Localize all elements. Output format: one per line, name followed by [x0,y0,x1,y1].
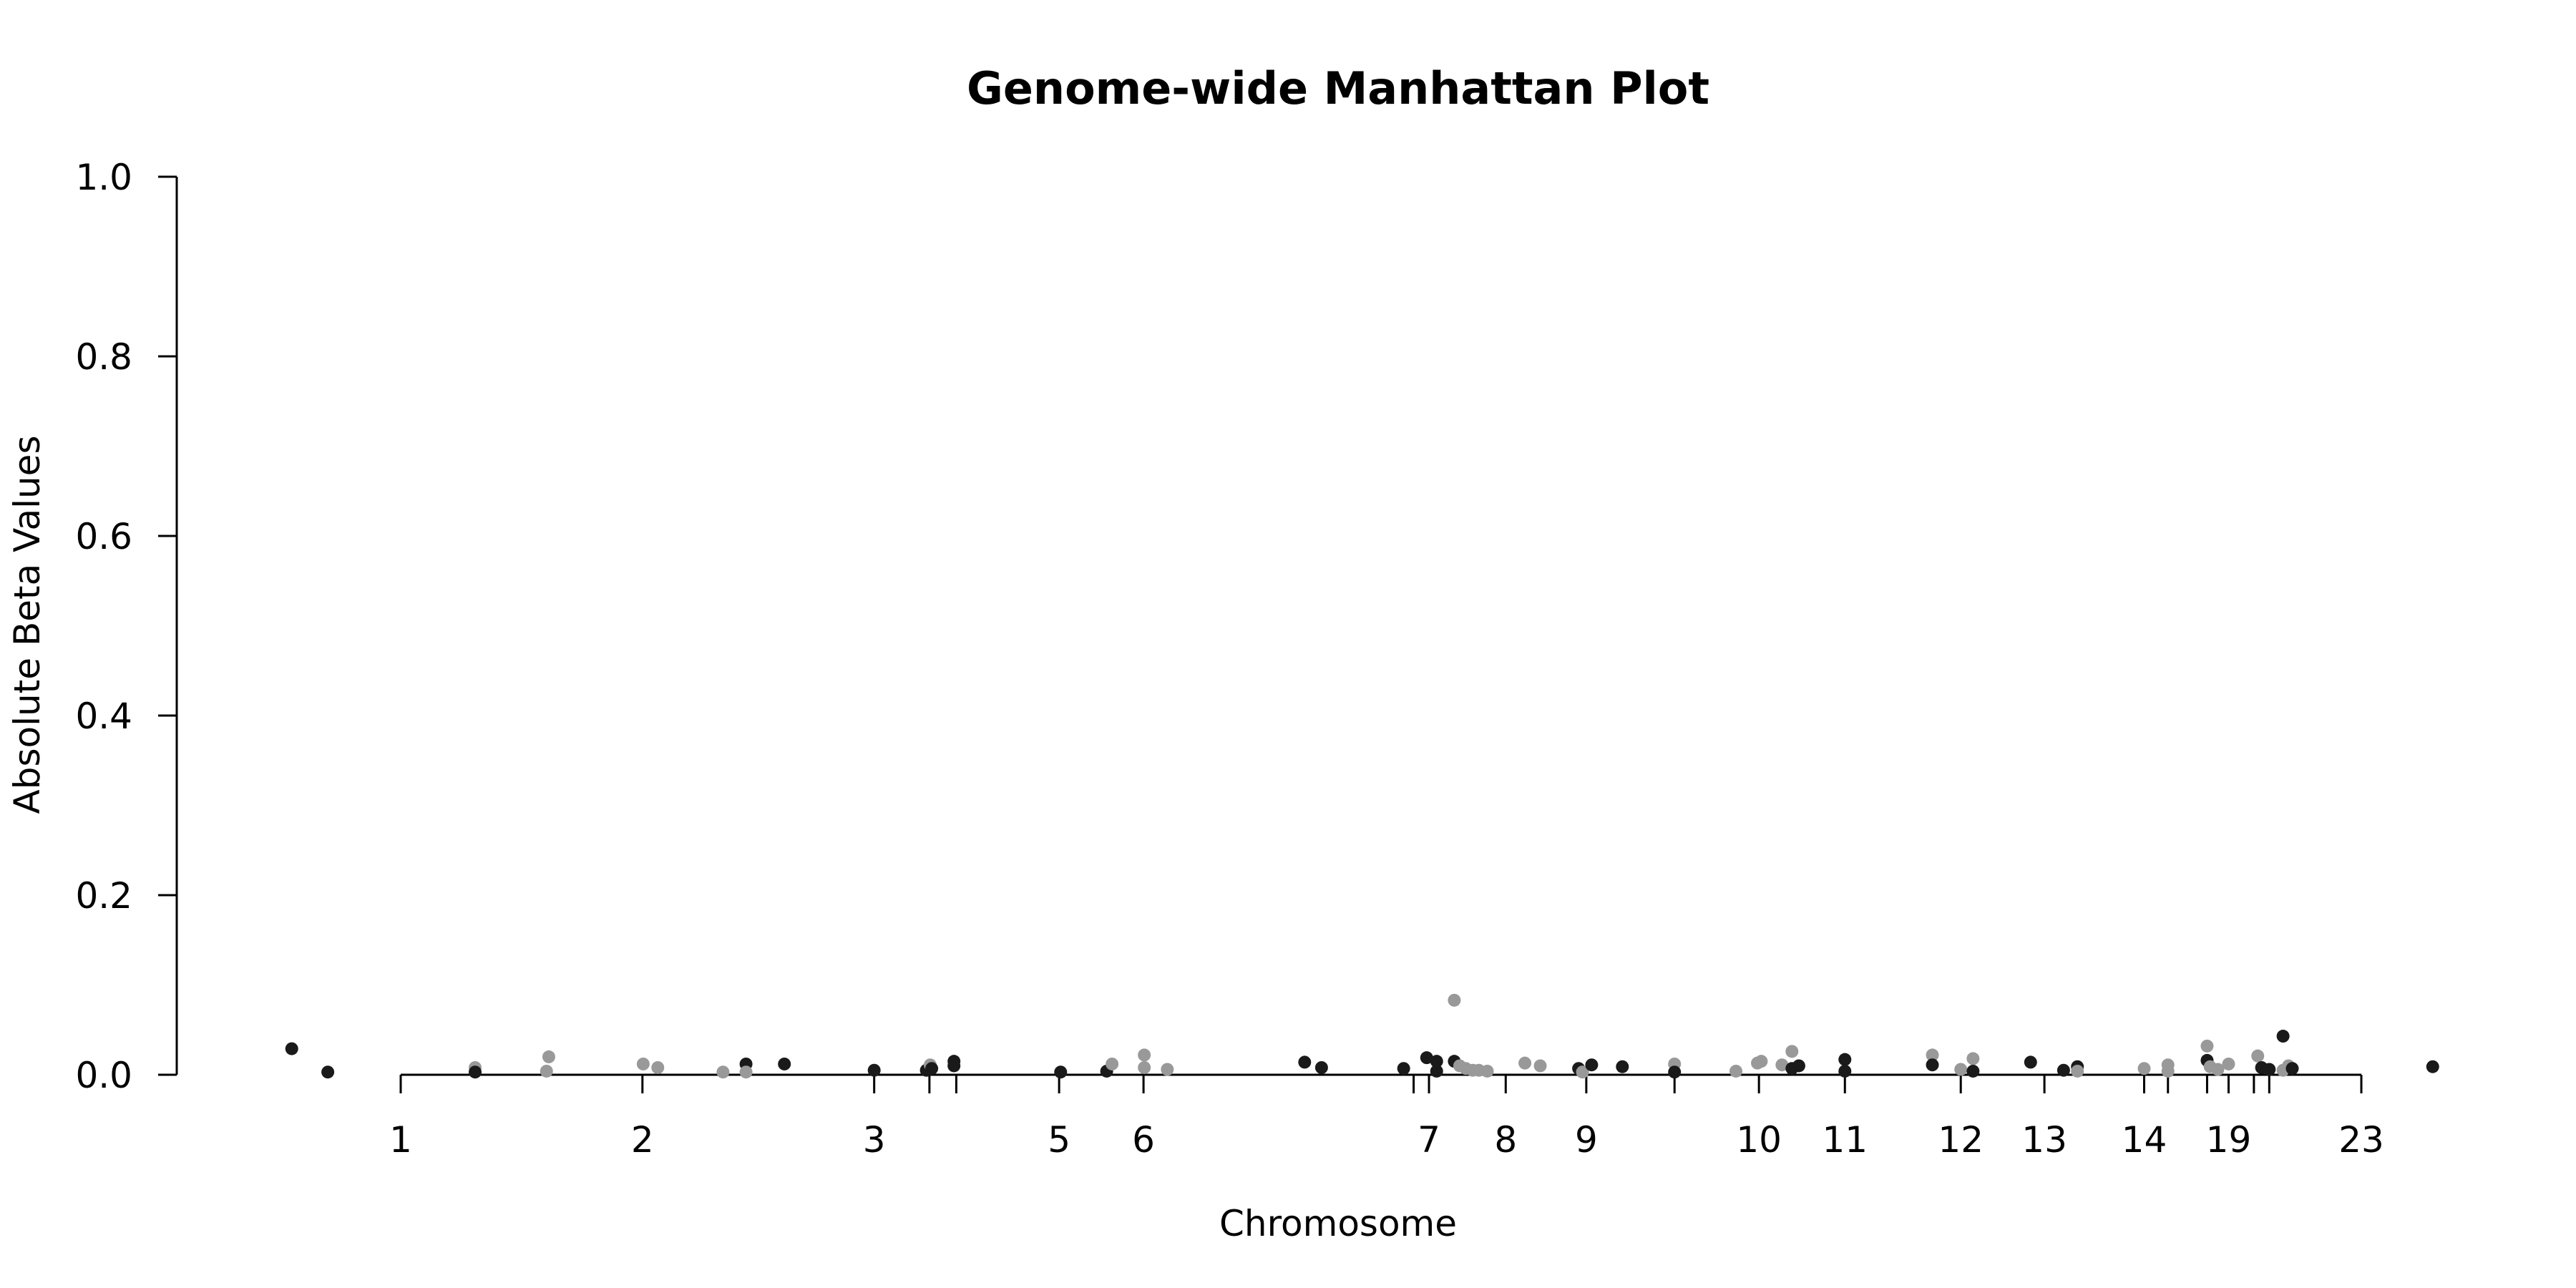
data-point [540,1064,553,1078]
data-point [1138,1060,1151,1074]
x-tick-label: 5 [1048,1119,1070,1161]
data-point [1314,1060,1328,1074]
y-axis: 0.0 0.2 0.4 0.6 0.8 1.0 [75,157,178,1096]
x-tick-label: 23 [2338,1119,2384,1161]
data-point [1518,1056,1532,1070]
data-point [1420,1051,1433,1065]
x-tick-label: 2 [631,1119,654,1161]
data-point [2251,1049,2265,1063]
data-point [285,1042,298,1055]
data-point [1668,1065,1682,1079]
data-point [2211,1063,2225,1076]
data-point [2071,1064,2084,1078]
data-point [1755,1055,1768,1068]
x-tick-label: 7 [1418,1119,1440,1161]
x-axis: 1 2 3 5 6 7 8 9 10 11 12 13 14 19 23 [389,1073,2384,1161]
data-point [2276,1030,2290,1043]
data-point [1397,1062,1410,1075]
x-tick-label: 1 [389,1119,412,1161]
data-point [867,1063,881,1077]
data-point [1533,1059,1547,1073]
x-tick-label: 11 [1822,1119,1868,1161]
data-point [1298,1055,1312,1069]
data-point [651,1060,665,1074]
x-tick-label: 13 [2021,1119,2067,1161]
data-point [1161,1063,1174,1076]
data-point [1480,1064,1494,1078]
x-axis-ticks: 1 2 3 5 6 7 8 9 10 11 12 13 14 19 23 [389,1075,2384,1161]
data-point [1954,1063,1968,1076]
data-point [1926,1058,1939,1072]
data-point [1585,1058,1599,1072]
x-tick-label: 6 [1132,1119,1155,1161]
x-tick-label: 8 [1494,1119,1517,1161]
data-point [2222,1057,2235,1070]
data-point [1138,1048,1151,1062]
x-tick-label: 14 [2122,1119,2167,1161]
chart-title: Genome-wide Manhattan Plot [967,62,1709,114]
data-point [636,1057,650,1070]
data-point [1054,1065,1068,1079]
y-axis-label: Absolute Beta Values [6,436,48,814]
y-tick-label: 0.4 [75,696,132,737]
data-point [1966,1052,1980,1065]
x-tick-label: 19 [2206,1119,2252,1161]
data-point [542,1050,555,1063]
data-point [2024,1055,2037,1069]
data-point [1430,1055,1443,1068]
data-point [321,1065,335,1079]
data-point [1792,1059,1805,1073]
data-point [1729,1064,1742,1078]
data-point [2161,1064,2175,1078]
x-tick-label: 9 [1575,1119,1598,1161]
data-point [1785,1045,1799,1058]
data-point [1966,1064,1980,1078]
y-tick-label: 0.6 [75,516,132,557]
data-point [1616,1060,1629,1073]
data-point [1838,1053,1852,1066]
data-point [2426,1060,2439,1073]
data-point [1430,1064,1443,1078]
data-point [469,1065,482,1079]
data-point [778,1057,791,1070]
data-point [1926,1048,1939,1062]
y-tick-label: 0.0 [75,1055,132,1096]
data-point [1576,1065,1589,1079]
data-point [1775,1058,1789,1072]
y-tick-label: 0.2 [75,875,132,917]
data-point [739,1065,753,1079]
data-point [925,1062,939,1075]
x-tick-label: 3 [863,1119,886,1161]
data-point [2263,1063,2276,1076]
data-point [2057,1063,2070,1077]
data-point [2200,1039,2214,1053]
data-point [716,1065,730,1079]
y-tick-label: 1.0 [75,157,132,198]
y-axis-ticks: 0.0 0.2 0.4 0.6 0.8 1.0 [75,157,177,1096]
data-points [285,993,2439,1079]
data-point [1838,1064,1852,1078]
x-tick-label: 12 [1938,1119,1984,1161]
y-tick-label: 0.8 [75,336,132,378]
data-point [947,1059,961,1073]
data-point [1106,1057,1119,1070]
data-point [2137,1062,2151,1075]
x-axis-label: Chromosome [1219,1203,1457,1244]
x-tick-label: 10 [1736,1119,1782,1161]
data-point [2285,1062,2299,1075]
data-point [1448,993,1461,1007]
